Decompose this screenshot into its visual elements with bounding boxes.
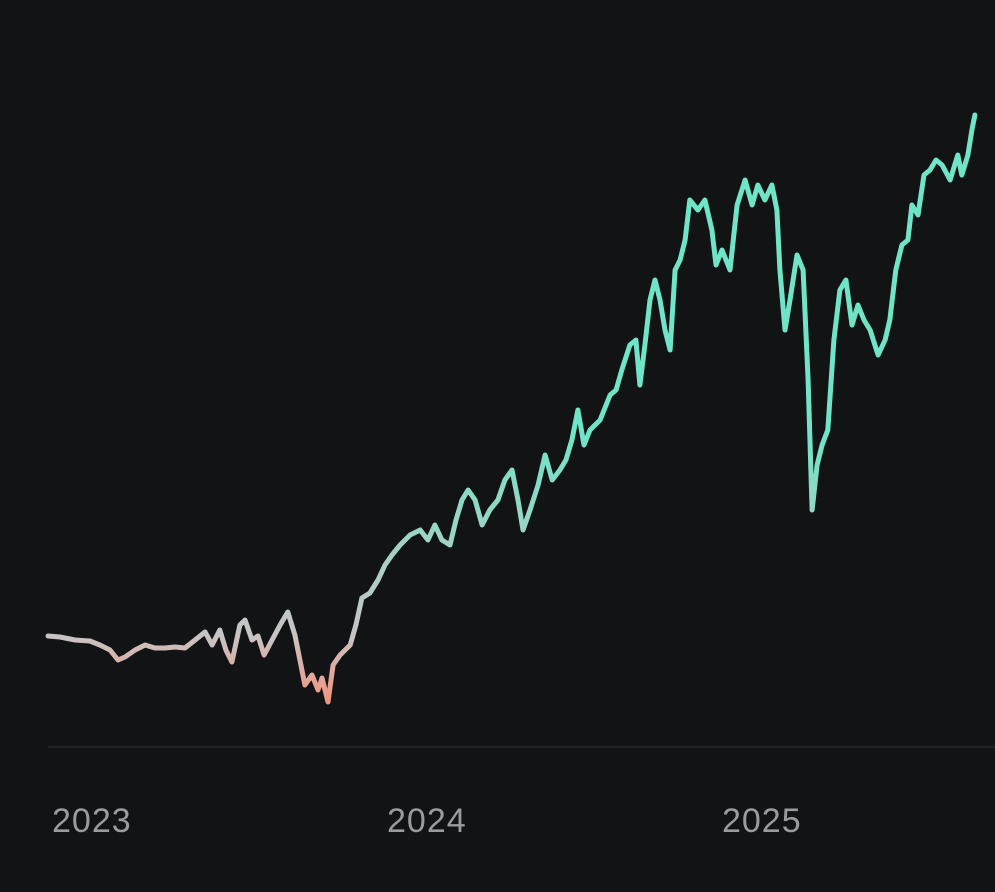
x-tick-label: 2025 [722,802,802,840]
price-line [45,112,978,705]
x-tick-label: 2023 [52,802,132,840]
x-tick-label: 2024 [387,802,467,840]
